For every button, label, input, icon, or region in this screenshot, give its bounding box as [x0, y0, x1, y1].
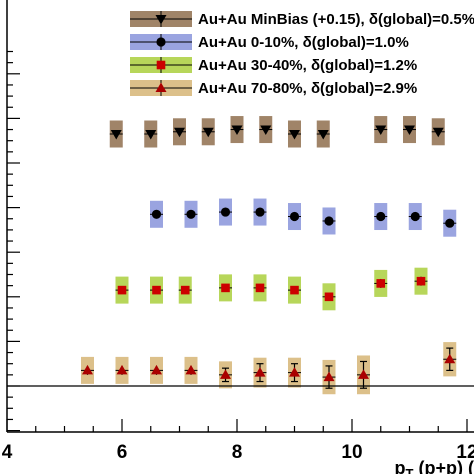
x-tick-label-10: 10 [341, 442, 362, 463]
marker-s1-p5 [324, 216, 334, 226]
marker-s2-p0 [117, 285, 127, 295]
marker-s2-p4 [255, 283, 265, 293]
marker-s3-p5 [254, 367, 266, 377]
marker-s1-p4 [289, 211, 300, 222]
marker-s0-p7 [317, 130, 329, 140]
data-markers [82, 125, 456, 382]
marker-s0-p5 [260, 125, 272, 136]
marker-s1-p8 [445, 218, 455, 228]
marker-s1-p7 [410, 211, 420, 222]
marker-s3-p0 [82, 364, 93, 375]
marker-s3-p9 [444, 353, 456, 364]
marker-s0-p9 [404, 125, 415, 136]
legend-marker-0 [155, 15, 167, 25]
legend-label-1: Au+Au 0-10%, δ(global)=1.0% [198, 34, 409, 51]
legend-marker-1 [156, 37, 166, 47]
marker-s0-p4 [231, 125, 243, 136]
marker-s2-p5 [290, 285, 299, 295]
marker-s3-p7 [323, 371, 335, 382]
x-tick-label-6: 6 [117, 442, 128, 463]
systematic-boxes [81, 116, 457, 395]
x-tick-label-8: 8 [232, 442, 243, 463]
legend-label-2: Au+Au 30-40%, δ(global)=1.2% [198, 57, 417, 74]
marker-s0-p2 [174, 127, 185, 138]
marker-s3-p2 [151, 364, 162, 375]
marker-s2-p1 [152, 285, 161, 295]
marker-s0-p6 [289, 130, 300, 140]
marker-s1-p3 [255, 207, 265, 217]
marker-s1-p2 [220, 207, 231, 217]
marker-s1-p1 [186, 209, 196, 219]
marker-s1-p6 [376, 211, 386, 222]
x-axis-title: pT (p+p) ( [395, 458, 474, 474]
marker-s3-p8 [358, 369, 369, 379]
legend-marker-3 [155, 82, 167, 92]
marker-s2-p2 [180, 285, 190, 295]
legend-marker-2 [156, 60, 166, 70]
marker-s2-p6 [324, 292, 334, 302]
marker-s0-p10 [432, 127, 444, 138]
legend-label-0: Au+Au MinBias (+0.15), δ(global)=0.5% [198, 11, 474, 28]
marker-s2-p7 [376, 279, 386, 288]
marker-s0-p3 [202, 127, 214, 138]
marker-s0-p1 [145, 130, 157, 140]
marker-s3-p3 [185, 364, 197, 375]
marker-s3-p6 [289, 367, 300, 377]
marker-s3-p1 [116, 364, 128, 375]
legend: Au+Au MinBias (+0.15), δ(global)=0.5% Au+… [126, 6, 474, 102]
legend-label-3: Au+Au 70-80%, δ(global)=2.9% [198, 80, 417, 97]
marker-s3-p4 [220, 369, 231, 379]
marker-s0-p0 [110, 130, 122, 140]
marker-s2-p3 [221, 283, 230, 293]
marker-s2-p8 [416, 276, 426, 286]
x-tick-label-4: 4 [2, 442, 13, 463]
marker-s1-p0 [151, 209, 162, 219]
x-tick-label-12: 12 [456, 442, 474, 463]
marker-s0-p8 [375, 125, 387, 136]
